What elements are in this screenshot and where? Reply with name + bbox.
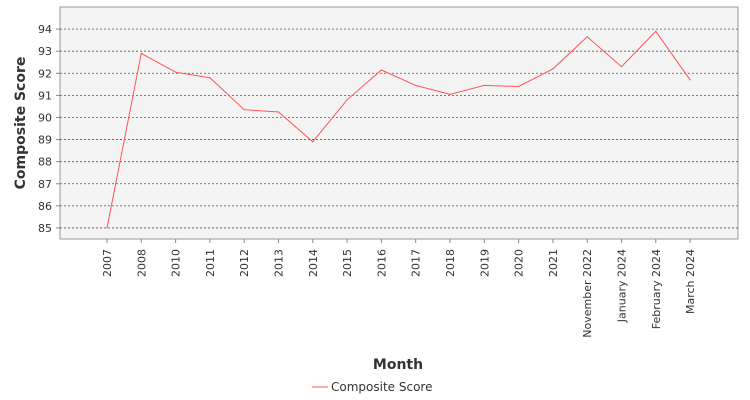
x-tick-label: 2007 bbox=[101, 249, 114, 277]
data-point bbox=[620, 66, 623, 68]
data-point bbox=[552, 68, 554, 70]
y-tick-label: 94 bbox=[38, 23, 52, 36]
data-point bbox=[655, 30, 657, 32]
x-tick-label: November 2022 bbox=[581, 249, 594, 338]
x-tick-label: January 2024 bbox=[616, 249, 629, 323]
data-point bbox=[586, 36, 588, 38]
y-axis-ticks: 85 86 87 88 89 90 91 92 93 94 bbox=[38, 23, 60, 235]
gridlines bbox=[60, 28, 738, 229]
data-point bbox=[209, 77, 211, 79]
x-tick-label: March 2024 bbox=[684, 249, 697, 314]
data-point bbox=[449, 93, 451, 95]
plot-area bbox=[59, 6, 739, 240]
y-tick-label: 92 bbox=[38, 67, 52, 80]
x-tick-label: 2020 bbox=[513, 249, 526, 277]
legend: Composite Score bbox=[312, 380, 432, 394]
data-point bbox=[518, 85, 520, 88]
y-tick-label: 91 bbox=[38, 89, 52, 102]
x-tick-label: 2017 bbox=[410, 249, 423, 277]
x-tick-label: 2016 bbox=[375, 249, 388, 277]
data-point bbox=[106, 227, 108, 229]
x-tick-label: 2018 bbox=[444, 249, 457, 277]
y-tick-label: 89 bbox=[38, 134, 52, 147]
data-point bbox=[380, 69, 382, 71]
x-tick-label: 2013 bbox=[273, 249, 286, 277]
series-layer bbox=[106, 30, 691, 229]
x-tick-label: 2019 bbox=[478, 249, 491, 277]
x-tick-label: 2011 bbox=[204, 249, 217, 277]
y-tick-label: 86 bbox=[38, 200, 52, 213]
data-point bbox=[483, 84, 485, 87]
data-point bbox=[243, 109, 245, 111]
y-tick-label: 88 bbox=[38, 156, 52, 169]
data-point bbox=[277, 111, 280, 113]
x-tick-label: February 2024 bbox=[650, 249, 663, 329]
legend-label: Composite Score bbox=[331, 380, 432, 394]
data-point bbox=[312, 141, 314, 143]
x-tick-label: 2015 bbox=[341, 249, 354, 277]
x-axis-ticks: 2007 2008 2010 2011 2012 2013 2014 2015 2016 2017… bbox=[101, 239, 697, 338]
y-tick-label: 85 bbox=[38, 222, 52, 235]
y-tick-label: 87 bbox=[38, 178, 52, 191]
x-tick-label: 2008 bbox=[135, 249, 148, 277]
data-point bbox=[140, 52, 142, 55]
x-tick-label: 2010 bbox=[170, 249, 183, 277]
x-tick-label: 2021 bbox=[547, 249, 560, 277]
y-tick-label: 93 bbox=[38, 45, 52, 58]
y-axis-title: Composite Score bbox=[13, 57, 29, 190]
x-tick-label: 2014 bbox=[307, 249, 320, 277]
x-axis-title: Month bbox=[373, 357, 423, 373]
data-point bbox=[175, 71, 177, 73]
x-tick-label: 2012 bbox=[238, 249, 251, 277]
series-line bbox=[106, 30, 691, 229]
data-point bbox=[346, 99, 348, 101]
data-point bbox=[415, 84, 417, 87]
data-point bbox=[689, 79, 691, 81]
y-tick-label: 90 bbox=[38, 111, 52, 124]
